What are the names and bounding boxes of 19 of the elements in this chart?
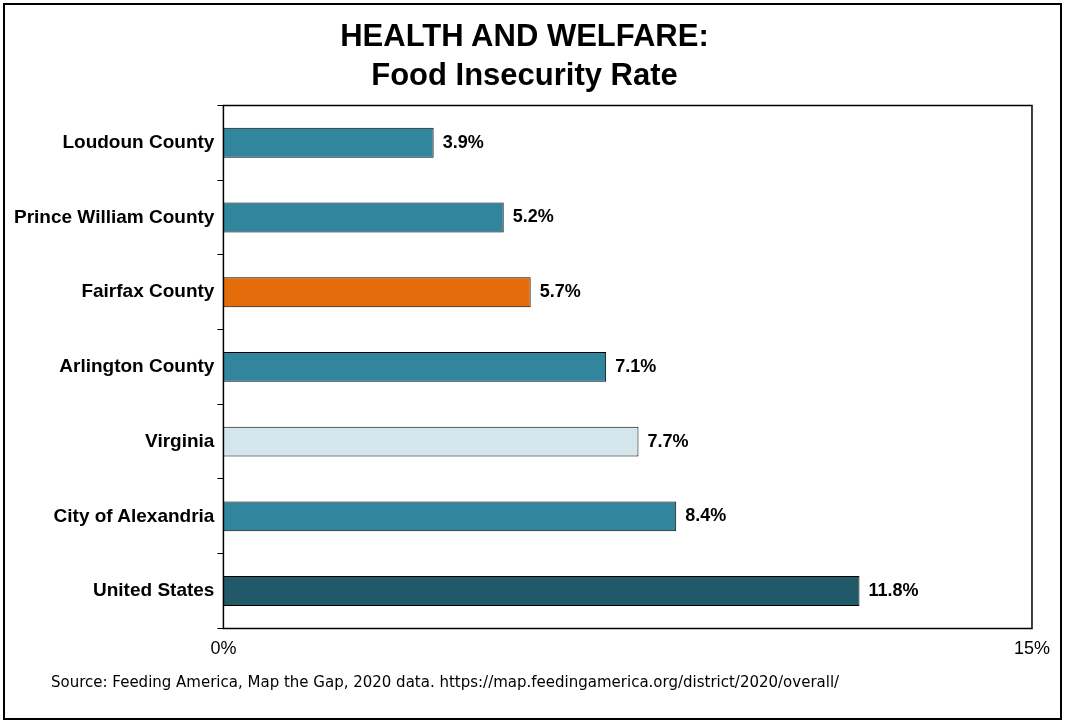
y-tick-label: Arlington County [59,355,215,377]
y-tick-label: Loudoun County [62,130,215,152]
data-label: 11.8% [868,580,919,601]
data-label: 7.7% [647,430,689,451]
data-label: 5.2% [512,206,554,227]
data-label: 5.7% [539,281,581,302]
y-tick-label: United States [93,579,215,601]
y-tick-label: City of Alexandria [53,504,215,526]
y-tick-label: Fairfax County [81,280,215,302]
y-tick-label: Virginia [145,429,215,451]
data-label: 7.1% [615,355,657,376]
x-tick-label: 0% [210,638,237,659]
chart-subtitle: Food Insecurity Rate [371,57,678,93]
data-label: 3.9% [442,131,484,152]
source-note: Source: Feeding America, Map the Gap, 2020 data. https://map.feedingamerica.org/district/2020/overall/ [51,673,840,691]
x-tick-label: 15% [1013,638,1050,659]
y-tick-label: Prince William County [14,205,215,227]
chart-title: HEALTH AND WELFARE: [340,18,709,54]
data-label: 8.4% [685,505,727,526]
